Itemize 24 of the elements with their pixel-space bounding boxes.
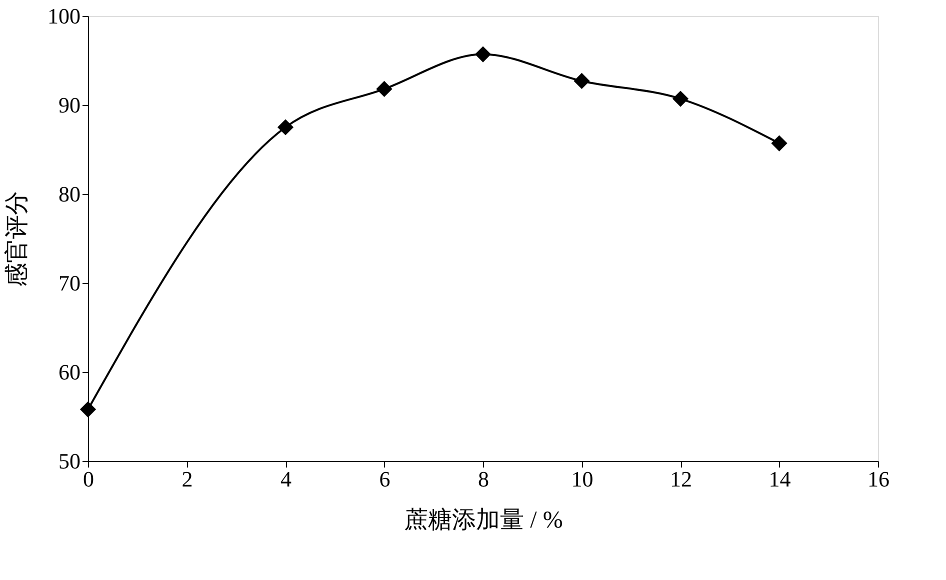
point: [474, 46, 492, 62]
y-tick-label: 100: [48, 4, 80, 28]
y-axis-title: 感官评分: [4, 191, 30, 287]
y-tick-label: 80: [58, 182, 80, 206]
point: [277, 119, 294, 136]
point: [574, 72, 590, 90]
y-tick-label: 60: [58, 360, 80, 384]
point: [80, 401, 96, 418]
y-tick-label: 90: [58, 92, 80, 118]
y-tick-label: 50: [58, 448, 80, 474]
y-tick-label: 70: [58, 270, 80, 296]
x-tick-label: 4: [280, 466, 292, 492]
point: [672, 90, 689, 107]
x-tick-label: 12: [670, 466, 692, 492]
x-tick-label: 2: [182, 466, 193, 492]
x-tick-label: 14: [768, 466, 791, 492]
x-tick-label: 0: [83, 466, 94, 492]
point: [376, 80, 392, 98]
x-axis-title: 蔗糖添加量 / %: [404, 506, 563, 534]
x-tick-label: 8: [478, 466, 489, 492]
x-tick-label: 6: [379, 466, 390, 492]
x-tick-label: 16: [868, 466, 890, 492]
point: [771, 135, 788, 152]
x-tick-label: 10: [571, 466, 594, 492]
